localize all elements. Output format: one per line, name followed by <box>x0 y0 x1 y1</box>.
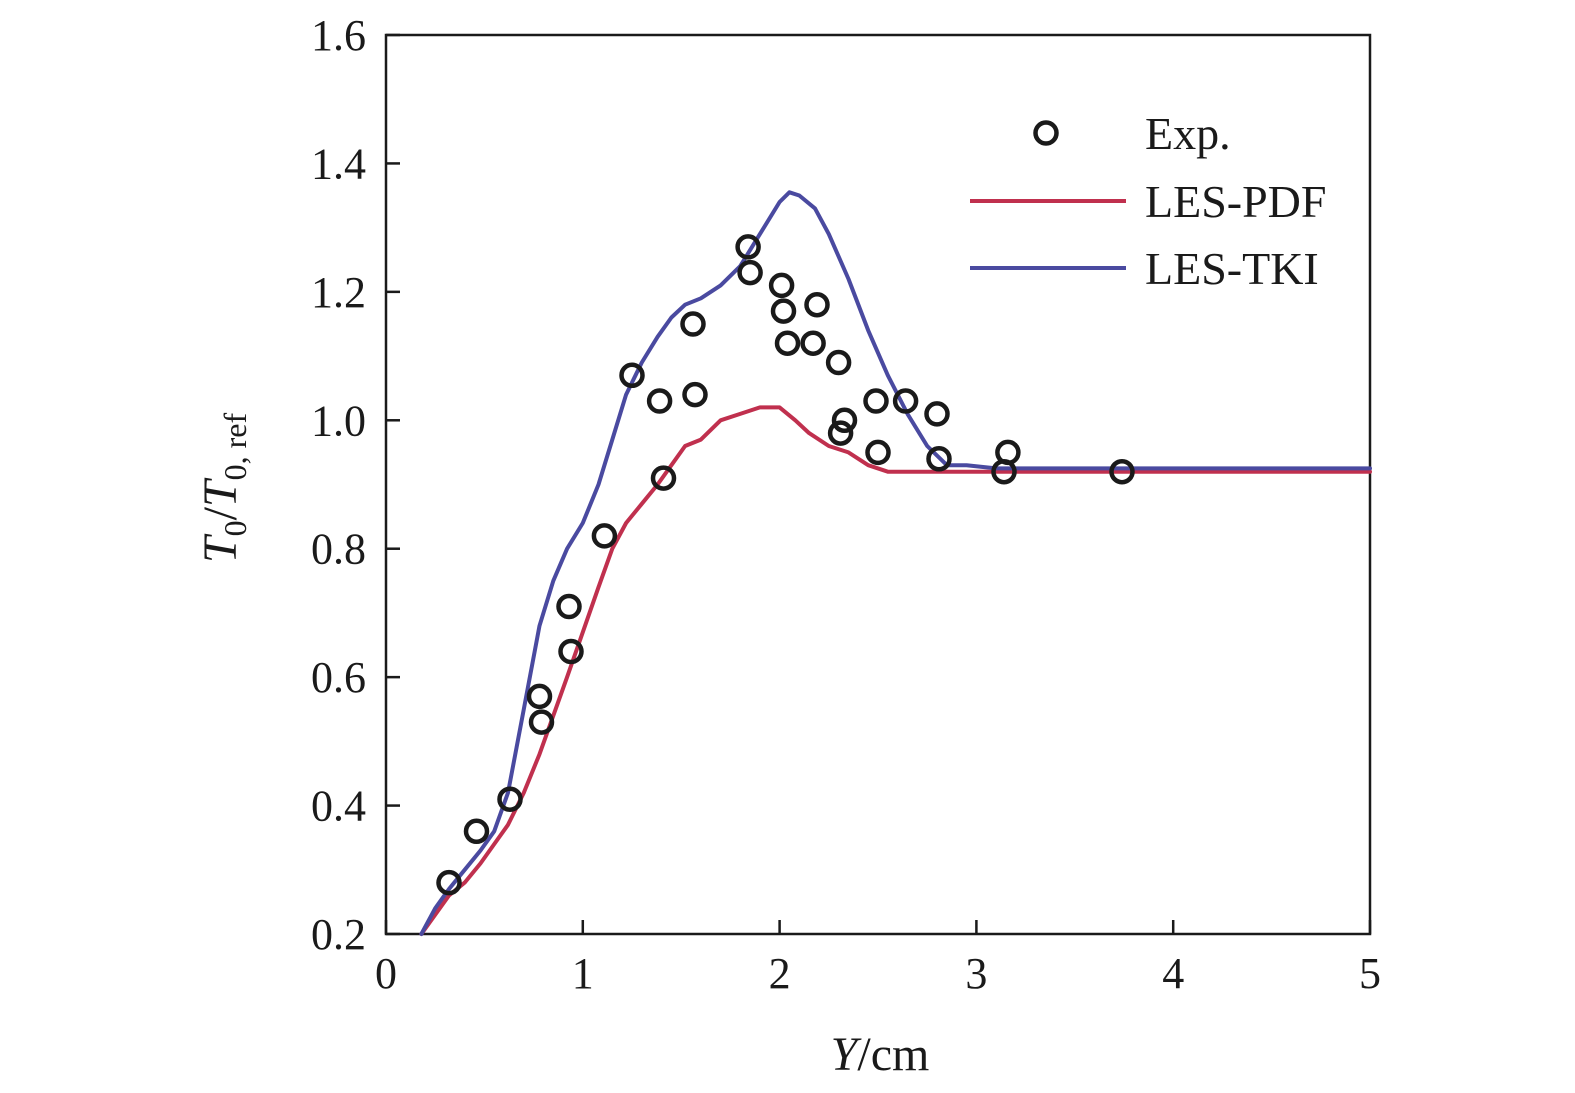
data-point-exp <box>682 381 708 408</box>
data-point-exp <box>995 439 1021 466</box>
data-point-exp <box>528 709 555 735</box>
y-tick-label: 1.6 <box>311 11 366 60</box>
y-tick-label: 0.2 <box>311 910 366 959</box>
data-point-exp <box>924 401 950 427</box>
data-point-exp <box>926 446 952 472</box>
axis-ticks <box>384 33 1372 936</box>
y-tick-label: 0.6 <box>311 653 366 702</box>
y-tick-label: 1.4 <box>311 139 366 188</box>
data-point-exp <box>650 465 677 491</box>
data-point-exp <box>1109 458 1135 485</box>
data-point-exp <box>774 330 801 356</box>
x-tick-label: 4 <box>1162 949 1184 998</box>
y-tick-label: 0.4 <box>311 782 366 831</box>
legend-label-les-pdf: LES-PDF <box>1145 176 1326 227</box>
data-point-exp <box>863 388 889 414</box>
data-point-exp <box>735 234 761 260</box>
x-axis-title: Y/cm <box>831 1028 930 1081</box>
y-tick-label: 0.8 <box>311 525 366 574</box>
data-point-exp <box>831 407 858 434</box>
series-lines <box>419 190 1372 936</box>
data-point-exp <box>558 638 584 665</box>
y-tick-label: 1.2 <box>311 268 366 317</box>
data-point-exp <box>737 259 763 286</box>
data-point-exp <box>804 291 830 318</box>
data-point-exp <box>556 593 582 620</box>
data-point-exp <box>865 439 891 466</box>
data-point-exp <box>497 786 523 812</box>
data-point-exp <box>827 420 854 446</box>
x-tick-label: 2 <box>769 949 791 998</box>
data-point-exp <box>825 349 852 376</box>
data-point-exp <box>768 272 795 299</box>
legend-label-les-tki: LES-TKI <box>1145 243 1319 294</box>
axis-tick-labels: 0 1 2 3 4 5 0.2 0.4 0.6 0.8 1.0 1.2 1.4 1.6 <box>311 11 1381 998</box>
data-point-exp <box>463 818 490 845</box>
series-line-les-tki <box>419 190 1372 936</box>
series-line-les-pdf <box>419 405 1372 936</box>
data-point-exp <box>646 388 673 414</box>
plot-frame <box>384 33 1372 936</box>
data-point-exp <box>619 362 645 389</box>
data-point-exp <box>892 388 919 414</box>
data-point-exp <box>800 330 826 356</box>
data-point-exp <box>680 311 706 337</box>
y-axis-title: T0/T0, ref <box>194 413 253 564</box>
x-tick-label: 0 <box>375 949 397 998</box>
legend: Exp. LES-PDF LES-TKI <box>970 108 1326 294</box>
x-tick-label: 5 <box>1359 949 1381 998</box>
series-markers <box>436 234 1135 896</box>
data-point-exp <box>591 523 618 549</box>
legend-marker-exp <box>1033 120 1059 146</box>
x-tick-label: 1 <box>572 949 594 998</box>
y-tick-label: 1.0 <box>311 396 366 445</box>
data-point-exp <box>526 683 553 710</box>
x-tick-label: 3 <box>965 949 987 998</box>
legend-label-exp-: Exp. <box>1145 108 1231 159</box>
data-point-exp <box>770 298 797 324</box>
data-point-exp <box>436 869 462 896</box>
